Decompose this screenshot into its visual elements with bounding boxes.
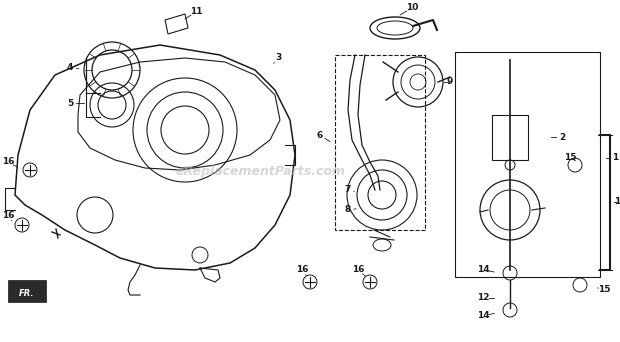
- Text: eReplacementParts.com: eReplacementParts.com: [175, 165, 345, 177]
- Text: 16: 16: [2, 211, 14, 221]
- Text: 14: 14: [477, 312, 489, 320]
- Text: 16: 16: [2, 158, 14, 167]
- Text: 13: 13: [614, 197, 620, 207]
- Text: 11: 11: [190, 8, 202, 16]
- Text: 12: 12: [477, 293, 489, 303]
- Text: FR.: FR.: [19, 289, 35, 298]
- Text: 5: 5: [67, 98, 73, 107]
- Text: 2: 2: [559, 132, 565, 142]
- Text: 6: 6: [317, 131, 323, 140]
- Text: 16: 16: [296, 265, 308, 275]
- Text: 7: 7: [345, 185, 351, 195]
- Text: 4: 4: [67, 64, 73, 73]
- Text: 15: 15: [598, 286, 610, 294]
- Text: 15: 15: [564, 154, 576, 162]
- Text: 16: 16: [352, 265, 365, 275]
- Bar: [8, 280, 46, 302]
- Bar: [455, 52, 600, 277]
- Text: 1: 1: [612, 154, 618, 162]
- Text: 8: 8: [345, 206, 351, 214]
- Text: 3: 3: [275, 53, 281, 63]
- Text: 14: 14: [477, 265, 489, 275]
- Text: 9: 9: [447, 78, 453, 87]
- Text: 10: 10: [406, 3, 418, 13]
- Bar: [492, 115, 528, 160]
